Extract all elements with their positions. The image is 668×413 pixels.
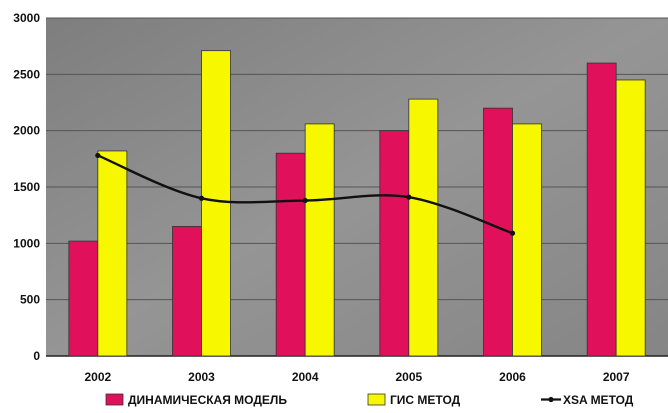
line-point-xsa-method — [198, 195, 205, 201]
legend-label-xsa-method: XSA МЕТОД — [563, 393, 634, 407]
bar-gis-method-2005 — [408, 98, 439, 357]
bar-gis-method-2004 — [304, 123, 335, 357]
bar-dynamic-model-2002 — [68, 240, 99, 357]
x-axis-ticks: 2002 2003 2004 2005 2006 2007 — [84, 370, 629, 384]
line-point-xsa-method — [302, 197, 308, 204]
line-series — [95, 152, 516, 236]
legend: ДИНАМИЧЕСКАЯ МОДЕЛЬ ГИС МЕТОД XSA МЕТОД — [105, 393, 634, 407]
line-point-xsa-method — [509, 230, 516, 236]
bar-dynamic-model-2007 — [586, 62, 617, 357]
legend-swatch-dynamic-model — [105, 393, 124, 406]
legend-label-dynamic-model: ДИНАМИЧЕСКАЯ МОДЕЛЬ — [128, 393, 287, 407]
x-tick-label: 2005 — [395, 370, 422, 384]
legend-swatch-gis-method — [367, 393, 386, 406]
x-tick-label: 2002 — [84, 370, 111, 384]
bar-dynamic-model-2003 — [172, 226, 202, 357]
x-tick-label: 2006 — [499, 370, 526, 384]
y-tick-label: 3000 — [13, 11, 40, 25]
y-tick-label: 500 — [20, 293, 40, 307]
bar-gis-method-2002 — [97, 150, 128, 357]
line-point-xsa-method — [95, 152, 101, 159]
x-tick-label: 2007 — [603, 370, 630, 384]
x-tick-label: 2003 — [188, 370, 215, 384]
line-point-xsa-method — [406, 194, 412, 200]
bars — [68, 50, 646, 357]
bar-gis-method-2006 — [512, 123, 542, 357]
y-tick-label: 1500 — [13, 180, 40, 194]
bar-gis-method-2007 — [615, 79, 646, 357]
y-axis-ticks: 0 500 1000 1500 2000 2500 3000 — [13, 11, 40, 363]
y-tick-label: 2500 — [13, 67, 40, 81]
legend-marker-xsa-method — [548, 396, 554, 403]
bar-gis-method-2003 — [201, 50, 231, 357]
bar-dynamic-model-2005 — [379, 130, 410, 357]
x-tick-label: 2004 — [292, 370, 319, 384]
y-tick-label: 0 — [33, 349, 40, 363]
y-tick-label: 2000 — [13, 124, 40, 138]
y-tick-label: 1000 — [13, 236, 40, 250]
bar-dynamic-model-2004 — [275, 152, 306, 357]
gridlines — [46, 17, 668, 357]
legend-label-gis-method: ГИС МЕТОД — [390, 393, 461, 407]
